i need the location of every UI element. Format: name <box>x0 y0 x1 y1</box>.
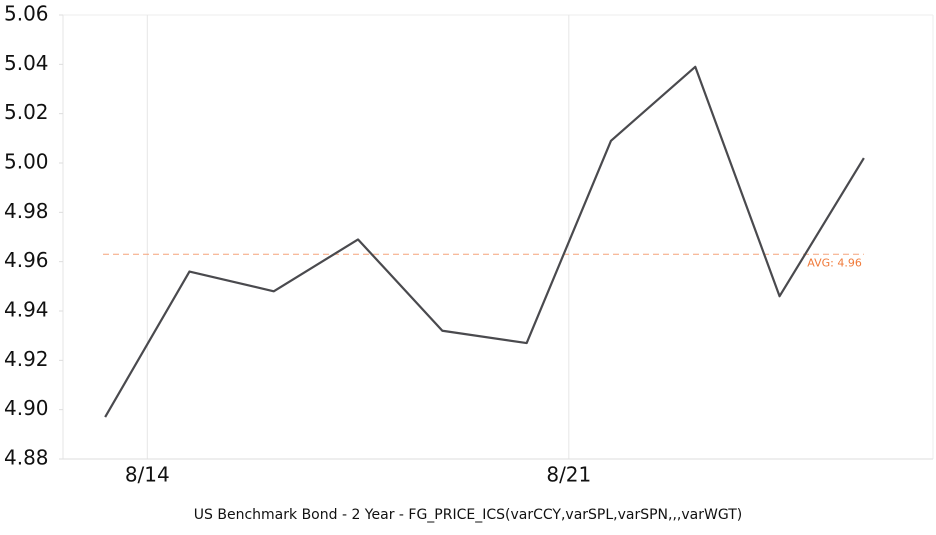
y-tick-label: 5.06 <box>4 2 49 26</box>
x-axis-title: US Benchmark Bond - 2 Year - FG_PRICE_IC… <box>194 507 742 523</box>
y-tick-label: 4.90 <box>4 396 49 420</box>
y-tick-label: 4.98 <box>4 199 49 223</box>
y-tick-label: 5.00 <box>4 150 49 174</box>
y-tick-label: 5.04 <box>4 51 49 75</box>
y-tick-label: 4.88 <box>4 446 49 470</box>
y-tick-label: 4.92 <box>4 347 49 371</box>
x-tick-label: 8/21 <box>546 463 591 487</box>
y-tick-label: 4.96 <box>4 248 49 272</box>
y-tick-label: 4.94 <box>4 298 49 322</box>
average-label: AVG: 4.96 <box>807 256 862 269</box>
line <box>104 65 865 418</box>
x-tick-label: 8/14 <box>125 463 170 487</box>
y-tick-label: 5.02 <box>4 100 49 124</box>
